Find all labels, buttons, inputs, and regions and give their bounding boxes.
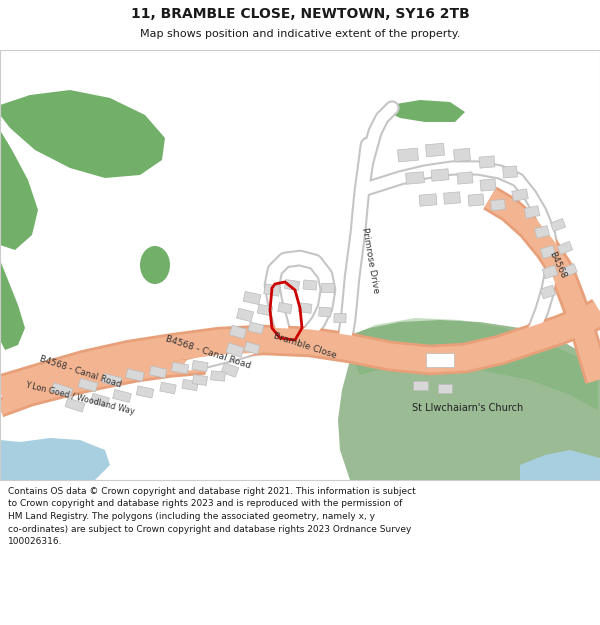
Bar <box>102 374 122 386</box>
Ellipse shape <box>140 246 170 284</box>
Text: 11, BRAMBLE CLOSE, NEWTOWN, SY16 2TB: 11, BRAMBLE CLOSE, NEWTOWN, SY16 2TB <box>131 7 469 21</box>
Bar <box>479 156 495 168</box>
Bar <box>65 398 85 412</box>
Bar <box>398 148 418 162</box>
Text: B4568 - Canal Road: B4568 - Canal Road <box>164 334 252 370</box>
Bar <box>542 265 558 279</box>
Bar <box>284 279 299 291</box>
Bar <box>136 386 154 398</box>
Polygon shape <box>338 320 600 480</box>
Bar <box>503 166 517 178</box>
Bar <box>468 194 484 206</box>
Polygon shape <box>520 450 600 480</box>
Bar <box>264 284 280 296</box>
Bar <box>443 192 460 204</box>
Bar <box>192 361 208 372</box>
Bar <box>419 194 437 206</box>
Text: B4568: B4568 <box>548 250 568 280</box>
Text: Map shows position and indicative extent of the property.: Map shows position and indicative extent… <box>140 29 460 39</box>
Bar <box>457 172 473 184</box>
Bar <box>113 389 131 402</box>
Bar <box>563 264 577 276</box>
Bar <box>160 382 176 394</box>
Bar <box>182 379 198 391</box>
Bar <box>322 283 335 292</box>
Bar <box>480 179 496 191</box>
Bar <box>413 381 427 389</box>
Bar <box>78 378 98 392</box>
Polygon shape <box>388 100 465 122</box>
Bar <box>221 362 239 378</box>
Polygon shape <box>0 260 25 350</box>
Bar <box>512 189 528 201</box>
Polygon shape <box>0 90 165 178</box>
Bar <box>541 246 556 259</box>
Bar <box>454 148 470 162</box>
Bar <box>248 322 264 334</box>
Bar <box>431 169 449 181</box>
Bar <box>91 393 109 407</box>
Bar <box>149 366 167 378</box>
Bar <box>557 241 573 254</box>
Text: Bramble Close: Bramble Close <box>272 332 338 361</box>
Bar <box>244 342 260 354</box>
Text: B4568 - Canal Road: B4568 - Canal Road <box>38 354 122 389</box>
Bar <box>126 369 144 381</box>
Bar <box>236 308 253 322</box>
Text: Contains OS data © Crown copyright and database right 2021. This information is : Contains OS data © Crown copyright and d… <box>8 487 416 546</box>
Bar <box>193 374 208 386</box>
Text: St Llwchaiarn's Church: St Llwchaiarn's Church <box>412 403 524 413</box>
Bar <box>524 206 540 218</box>
Polygon shape <box>0 130 38 250</box>
Bar <box>278 302 292 314</box>
Bar <box>257 304 273 316</box>
Bar <box>226 342 244 357</box>
Bar <box>298 302 312 313</box>
Bar <box>535 226 550 238</box>
Text: Primrose Drive: Primrose Drive <box>360 226 380 294</box>
Bar <box>211 371 226 381</box>
Bar <box>550 219 566 231</box>
Polygon shape <box>0 438 110 480</box>
Polygon shape <box>352 318 598 410</box>
Bar <box>319 307 331 317</box>
Bar <box>540 285 556 299</box>
Bar <box>229 325 247 339</box>
Bar <box>172 362 188 374</box>
Text: Y Lon Goed / Woodland Way: Y Lon Goed / Woodland Way <box>24 380 136 416</box>
Bar <box>425 143 445 157</box>
Bar <box>406 172 424 184</box>
Bar <box>51 382 73 398</box>
Bar <box>491 199 505 211</box>
Bar <box>438 384 452 392</box>
Bar <box>303 280 317 290</box>
Bar <box>426 353 454 367</box>
Bar <box>243 291 261 304</box>
Bar <box>334 313 346 322</box>
